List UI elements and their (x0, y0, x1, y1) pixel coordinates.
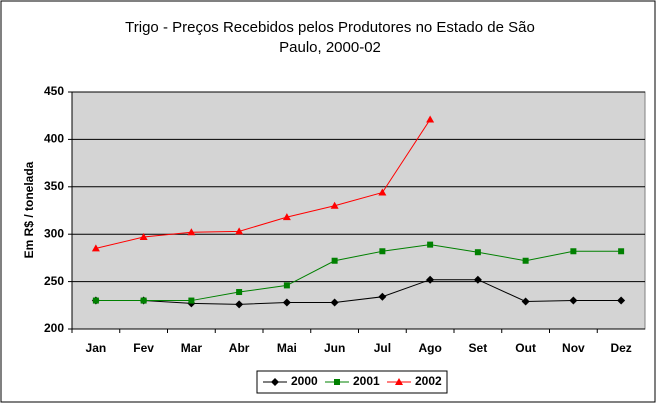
marker (139, 233, 148, 241)
marker (330, 298, 339, 307)
marker (188, 297, 195, 304)
marker (427, 241, 434, 248)
marker (331, 257, 338, 264)
marker (522, 257, 529, 264)
x-tick-label: Jan (86, 341, 107, 355)
marker (617, 296, 626, 305)
legend (256, 370, 448, 394)
marker (235, 227, 244, 235)
marker (395, 378, 403, 385)
x-tick-label: Abr (229, 341, 250, 355)
marker (618, 248, 625, 255)
y-tick-label: 400 (44, 132, 64, 146)
y-tick-label: 350 (44, 179, 64, 193)
marker (282, 298, 291, 307)
marker (334, 379, 340, 385)
x-tick-label: Jul (374, 341, 391, 355)
x-tick-label: Fev (133, 341, 154, 355)
chart-title: Paulo, 2000-02 (279, 39, 381, 56)
y-axis-label: Em R$ / tonelada (22, 161, 36, 258)
marker (236, 289, 243, 296)
y-tick-label: 200 (44, 321, 64, 335)
y-tick-label: 300 (44, 226, 64, 240)
series-line (95, 119, 431, 249)
marker (187, 228, 196, 236)
y-tick-label: 250 (44, 274, 64, 288)
x-tick-label: Ago (418, 341, 441, 355)
marker (330, 201, 339, 209)
marker (569, 296, 578, 305)
x-tick-label: Set (469, 341, 488, 355)
marker (379, 248, 386, 255)
chart-title: Trigo - Preços Recebidos pelos Produtore… (125, 19, 535, 36)
legend-label: 2002 (415, 374, 442, 388)
marker (283, 282, 290, 289)
marker (282, 213, 291, 221)
marker (474, 249, 481, 256)
x-tick-label: Dez (610, 341, 631, 355)
x-tick-label: Out (515, 341, 536, 355)
marker (235, 300, 244, 309)
legend-label: 2001 (353, 374, 380, 388)
series-line (95, 279, 622, 305)
marker (570, 248, 577, 255)
legend-label: 2000 (291, 374, 318, 388)
marker (91, 244, 100, 252)
plot-area (71, 91, 646, 330)
x-tick-label: Jun (324, 341, 345, 355)
x-tick-label: Nov (562, 341, 585, 355)
marker (473, 275, 482, 284)
marker (271, 378, 279, 386)
marker (140, 297, 147, 304)
x-tick-label: Mar (181, 341, 203, 355)
marker (521, 297, 530, 306)
series-line (95, 244, 622, 302)
x-tick-label: Mai (277, 341, 297, 355)
marker (92, 297, 99, 304)
marker (426, 275, 435, 284)
marker (378, 292, 387, 301)
y-tick-label: 450 (44, 84, 64, 98)
marker (378, 188, 387, 196)
marker (426, 115, 435, 123)
